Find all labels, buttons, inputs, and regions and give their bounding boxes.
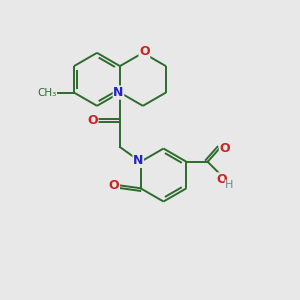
Text: O: O	[109, 179, 119, 192]
Text: O: O	[219, 142, 230, 155]
Text: O: O	[216, 173, 227, 186]
Text: N: N	[133, 154, 143, 167]
Text: H: H	[225, 180, 234, 190]
Text: CH₃: CH₃	[37, 88, 56, 98]
Text: O: O	[139, 45, 150, 58]
Text: O: O	[87, 114, 98, 127]
Text: N: N	[113, 86, 124, 99]
